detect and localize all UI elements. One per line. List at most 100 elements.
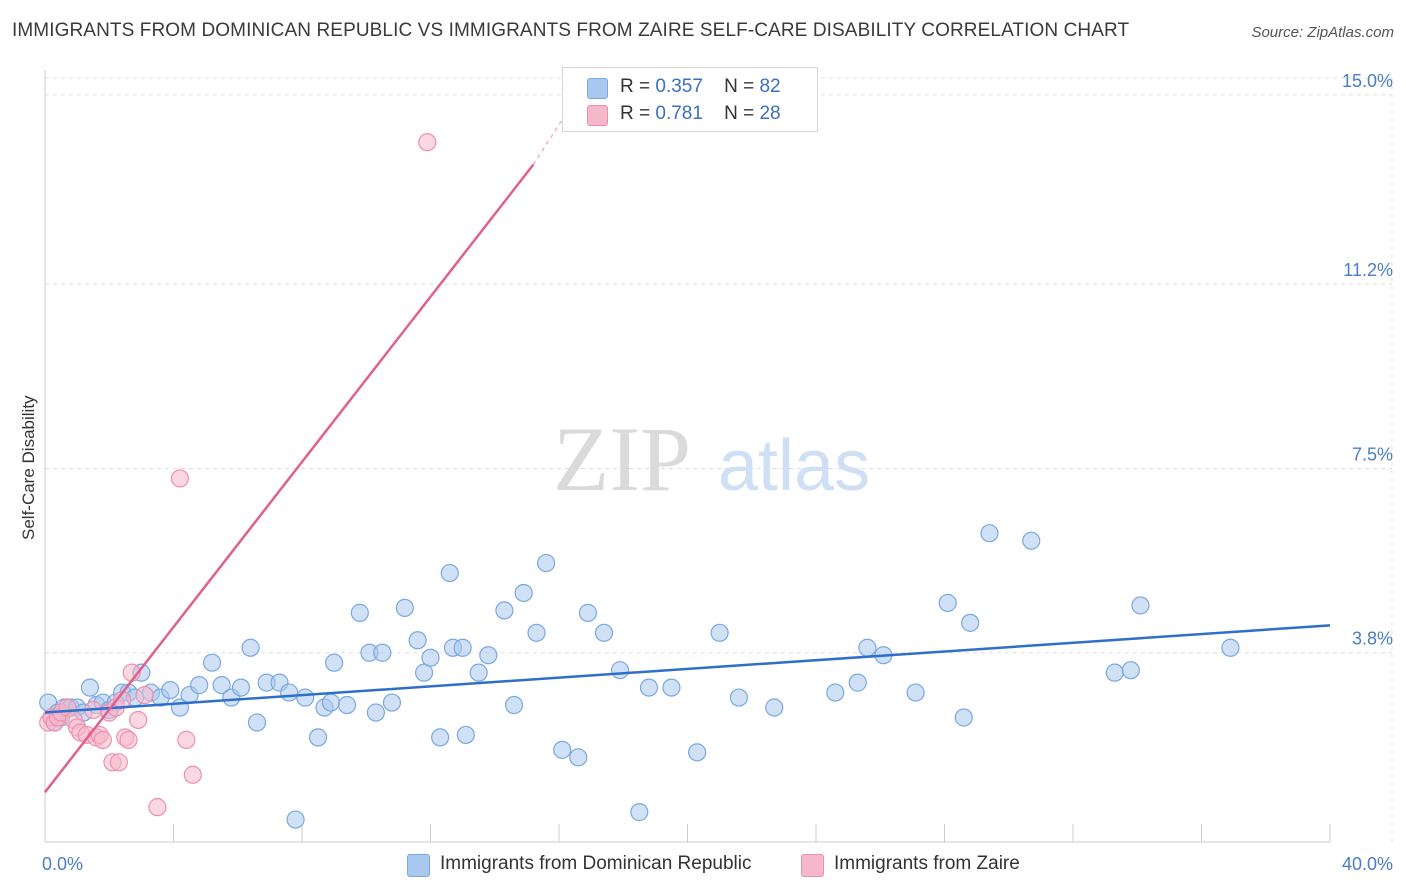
series-legend-label: Immigrants from Zaire <box>834 853 1020 874</box>
y-tick-label-3: 15.0% <box>1342 71 1393 91</box>
point-dominican-43 <box>373 643 392 662</box>
legend-r-value: 0.781 <box>655 103 703 124</box>
legend-r-value: 0.357 <box>655 76 703 97</box>
point-zaire-27 <box>183 765 202 784</box>
point-zaire-20 <box>119 730 138 749</box>
point-zaire-17 <box>109 753 128 772</box>
point-dominican-44 <box>382 693 402 712</box>
point-dominican-49 <box>431 728 450 747</box>
point-zaire-13 <box>93 730 112 749</box>
legend-n-value: 28 <box>759 103 781 124</box>
swatch-dominican <box>407 854 430 877</box>
legend-swatch-dominican <box>587 78 608 99</box>
point-dominican-48 <box>421 648 440 667</box>
point-dominican-33 <box>286 810 305 829</box>
y-axis-title: Self-Care Disability <box>19 395 38 540</box>
point-dominican-55 <box>479 646 498 665</box>
trend-line-dominican <box>44 624 1331 714</box>
point-dominican-69 <box>688 743 707 762</box>
point-dominican-61 <box>553 740 572 759</box>
point-dominican-67 <box>639 678 659 697</box>
point-dominican-42 <box>366 703 385 722</box>
point-dominican-52 <box>453 638 472 657</box>
chart-title: IMMIGRANTS FROM DOMINICAN REPUBLIC VS IM… <box>12 20 1130 41</box>
point-dominican-68 <box>662 678 681 697</box>
point-zaire-26 <box>177 730 196 749</box>
point-zaire-24 <box>148 798 167 817</box>
point-dominican-73 <box>826 683 845 702</box>
point-dominican-81 <box>980 524 999 543</box>
point-dominican-74 <box>848 673 867 692</box>
point-dominican-63 <box>578 603 598 622</box>
tick-labels: 3.8% 7.5% 11.2% 15.0% 0.0% 40.0% <box>42 71 1393 874</box>
point-dominican-86 <box>1221 638 1240 657</box>
point-dominican-83 <box>1105 663 1124 682</box>
point-dominican-60 <box>537 553 556 573</box>
point-dominican-20 <box>161 680 180 700</box>
point-dominican-70 <box>710 623 729 642</box>
point-zaire-23 <box>135 685 154 705</box>
watermark-atlas: atlas <box>718 426 870 506</box>
point-dominican-65 <box>610 661 630 680</box>
point-dominican-39 <box>337 695 357 715</box>
point-dominican-34 <box>296 688 315 707</box>
swatch-zaire <box>801 854 824 877</box>
point-dominican-25 <box>212 676 231 695</box>
point-dominican-59 <box>527 623 546 642</box>
point-dominican-64 <box>594 623 614 642</box>
point-dominican-82 <box>1022 531 1041 550</box>
point-dominican-24 <box>202 653 222 672</box>
point-dominican-58 <box>514 583 533 603</box>
point-dominican-29 <box>247 713 267 732</box>
point-dominican-62 <box>569 748 588 767</box>
point-zaire-22 <box>129 710 148 730</box>
point-dominican-38 <box>325 653 344 672</box>
series-legend-label: Immigrants from Dominican Republic <box>440 853 752 874</box>
point-dominican-80 <box>961 613 980 632</box>
point-dominican-32 <box>280 683 299 702</box>
legend-r-label: R = <box>620 103 651 124</box>
point-dominican-28 <box>241 638 260 657</box>
point-dominican-75 <box>858 638 877 657</box>
point-dominican-27 <box>231 678 251 697</box>
point-dominican-78 <box>938 593 957 613</box>
series-dominican-points <box>39 524 1240 829</box>
point-dominican-9 <box>80 678 100 697</box>
correlation-legend: R = 0.357 N = 82 R = 0.781 N = 28 <box>562 67 818 132</box>
point-dominican-57 <box>504 695 524 715</box>
point-dominican-56 <box>495 601 514 620</box>
legend-r-label: R = <box>620 76 651 97</box>
watermark-zip: ZIP <box>553 408 691 510</box>
point-zaire-25 <box>170 469 190 488</box>
point-dominican-37 <box>321 693 341 712</box>
series-legend: Immigrants from Dominican Republic Immig… <box>0 850 1406 880</box>
y-tick-label-0: 3.8% <box>1352 629 1393 649</box>
watermark: ZIP atlas <box>553 408 870 510</box>
point-dominican-35 <box>308 728 328 747</box>
legend-n-value: 82 <box>759 76 781 97</box>
point-dominican-40 <box>350 603 369 622</box>
point-dominican-53 <box>456 725 475 745</box>
point-dominican-84 <box>1121 661 1140 680</box>
point-dominican-23 <box>190 676 209 695</box>
legend-swatch-zaire <box>587 105 608 126</box>
legend-n-label: N = <box>724 103 755 124</box>
point-dominican-79 <box>954 708 973 727</box>
point-dominican-45 <box>395 598 414 618</box>
point-dominican-46 <box>408 631 427 650</box>
source-label: Source: ZipAtlas.com <box>1251 24 1394 41</box>
y-tick-label-2: 11.2% <box>1343 260 1393 280</box>
point-dominican-85 <box>1131 596 1150 615</box>
point-dominican-77 <box>906 683 925 702</box>
trend-line-zaire <box>44 163 535 793</box>
y-tick-label-1: 7.5% <box>1352 444 1393 464</box>
point-dominican-71 <box>729 688 749 707</box>
point-dominican-50 <box>440 563 459 583</box>
point-zaire-28 <box>418 133 437 152</box>
point-dominican-72 <box>765 698 784 717</box>
x-tick-label-1: 40.0% <box>1342 854 1393 874</box>
x-tick-label-0: 0.0% <box>42 854 83 874</box>
point-dominican-66 <box>630 803 649 822</box>
legend-n-label: N = <box>724 76 755 97</box>
